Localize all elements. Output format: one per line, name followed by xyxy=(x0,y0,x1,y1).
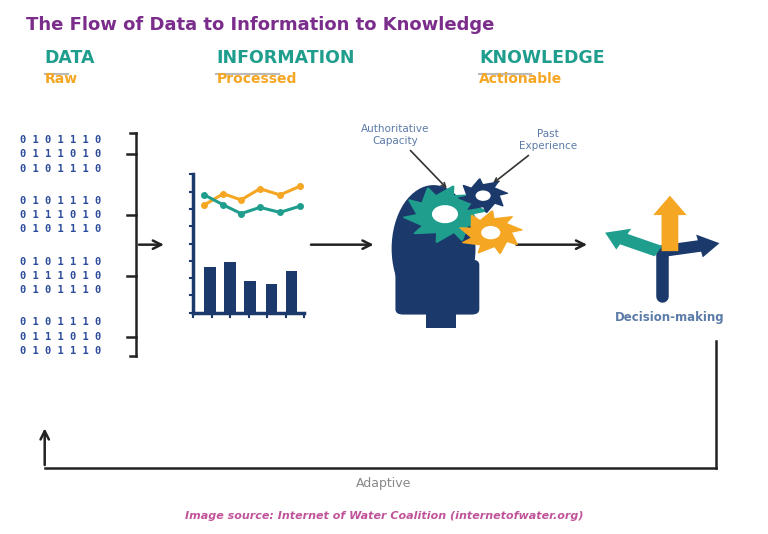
Bar xyxy=(244,273,256,313)
Text: 0 1 0 1 1 1 0: 0 1 0 1 1 1 0 xyxy=(19,164,101,174)
Text: 0 1 0 1 1 1 0: 0 1 0 1 1 1 0 xyxy=(19,285,101,295)
Text: 0 1 0 1 1 1 0: 0 1 0 1 1 1 0 xyxy=(19,318,101,327)
Text: 0 1 1 1 0 1 0: 0 1 1 1 0 1 0 xyxy=(19,271,101,281)
Text: 0 1 0 1 1 1 0: 0 1 0 1 1 1 0 xyxy=(19,135,101,145)
Bar xyxy=(224,253,236,263)
Text: Past
Experience: Past Experience xyxy=(495,129,577,182)
FancyBboxPatch shape xyxy=(396,260,479,315)
Polygon shape xyxy=(458,178,508,213)
Ellipse shape xyxy=(392,185,475,312)
Bar xyxy=(286,263,296,271)
Bar xyxy=(266,276,276,284)
Bar xyxy=(204,258,216,267)
Polygon shape xyxy=(403,186,487,243)
Text: 0 1 1 1 0 1 0: 0 1 1 1 0 1 0 xyxy=(19,210,101,220)
Text: Decision-making: Decision-making xyxy=(615,311,725,324)
Polygon shape xyxy=(653,195,687,251)
Bar xyxy=(266,276,276,313)
Polygon shape xyxy=(605,229,662,256)
Text: Adaptive: Adaptive xyxy=(356,477,412,490)
Bar xyxy=(286,263,296,313)
Text: KNOWLEDGE: KNOWLEDGE xyxy=(479,49,605,67)
Text: 0 1 0 1 1 1 0: 0 1 0 1 1 1 0 xyxy=(19,346,101,356)
Text: DATA: DATA xyxy=(45,49,95,67)
Text: 0 1 1 1 0 1 0: 0 1 1 1 0 1 0 xyxy=(19,150,101,160)
Polygon shape xyxy=(660,234,720,257)
Text: Processed: Processed xyxy=(217,73,296,87)
Text: Raw: Raw xyxy=(45,73,78,87)
Text: Image source: Internet of Water Coalition (internetofwater.org): Image source: Internet of Water Coalitio… xyxy=(185,511,583,521)
Text: Authoritative
Capacity: Authoritative Capacity xyxy=(361,124,445,187)
Text: 0 1 1 1 0 1 0: 0 1 1 1 0 1 0 xyxy=(19,332,101,342)
Circle shape xyxy=(432,205,458,223)
Text: 0 1 0 1 1 1 0: 0 1 0 1 1 1 0 xyxy=(19,224,101,234)
Text: The Flow of Data to Information to Knowledge: The Flow of Data to Information to Knowl… xyxy=(25,16,494,34)
Bar xyxy=(426,304,456,328)
Text: 0 1 0 1 1 1 0: 0 1 0 1 1 1 0 xyxy=(19,196,101,206)
Text: 0 1 0 1 1 1 0: 0 1 0 1 1 1 0 xyxy=(19,257,101,266)
Polygon shape xyxy=(459,210,522,254)
Circle shape xyxy=(481,226,500,239)
Circle shape xyxy=(475,191,491,201)
Text: INFORMATION: INFORMATION xyxy=(217,49,355,67)
Bar xyxy=(244,273,256,281)
Bar xyxy=(224,253,236,313)
Text: Actionable: Actionable xyxy=(479,73,562,87)
Bar xyxy=(204,258,216,313)
